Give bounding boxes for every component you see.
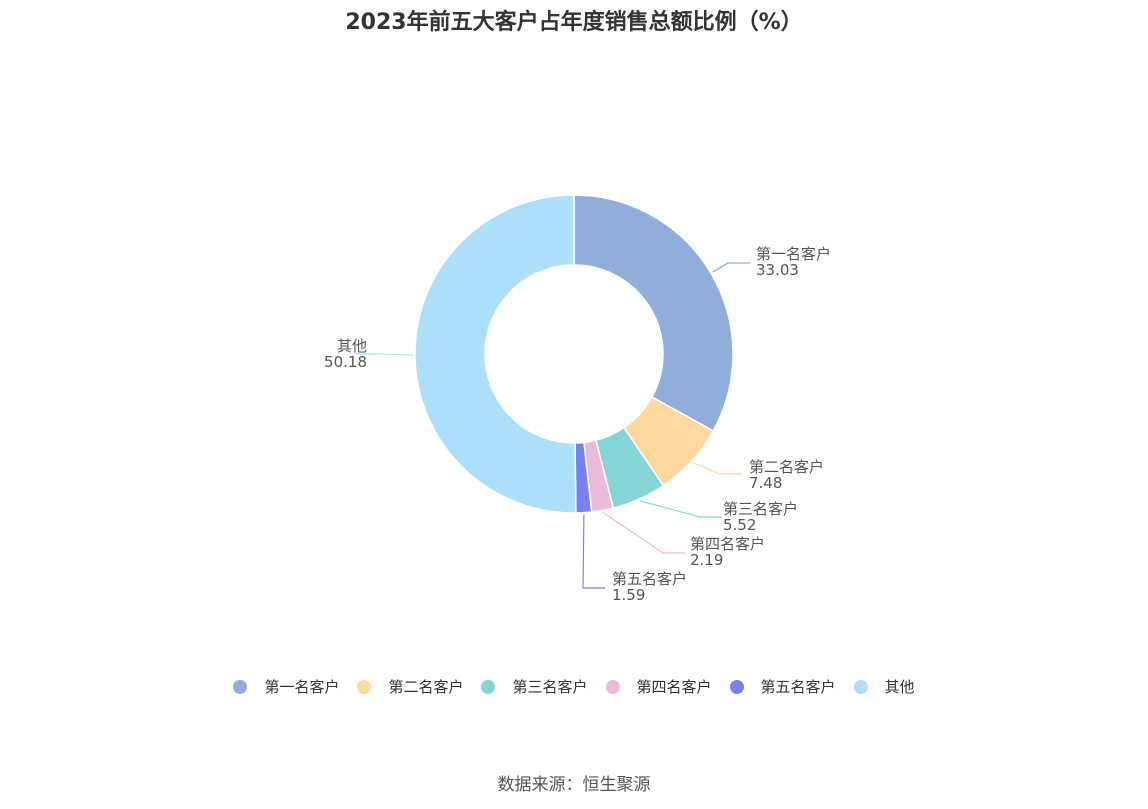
legend-label: 第五名客户 (760, 678, 836, 696)
leader-line-3 (639, 500, 722, 518)
legend-item-6[interactable]: 其他 (853, 676, 915, 697)
legend-item-5[interactable]: 第五名客户 (729, 676, 836, 697)
leader-line-4 (602, 511, 685, 554)
slice-1 (573, 194, 734, 432)
legend-item-3[interactable]: 第三名客户 (481, 676, 588, 697)
legend-item-2[interactable]: 第二名客户 (357, 676, 463, 697)
slice-label-value-2: 7.48 (749, 474, 782, 492)
slice-label-name-2: 第二名客户 (749, 458, 824, 476)
leader-line-5 (582, 514, 605, 589)
slice-label-name-6: 其他 (337, 337, 367, 355)
legend-item-4[interactable]: 第四名客户 (605, 676, 712, 697)
legend-swatch-icon (233, 679, 248, 694)
leader-line-2 (692, 461, 742, 475)
legend-item-1[interactable]: 第一名客户 (233, 676, 339, 697)
legend-label: 其他 (884, 678, 915, 696)
slice-6 (414, 194, 577, 514)
slice-label-name-5: 第五名客户 (612, 570, 687, 588)
slice-label-value-5: 1.59 (612, 586, 645, 604)
legend-label: 第二名客户 (388, 678, 464, 696)
legend-label: 第四名客户 (636, 678, 712, 696)
legend-swatch-icon (853, 679, 868, 694)
slice-label-name-1: 第一名客户 (756, 245, 831, 263)
legend-swatch-icon (481, 679, 496, 694)
legend-label: 第一名客户 (264, 678, 340, 696)
chart-title: 2023年前五大客户占年度销售总额比例（%） (345, 10, 803, 35)
legend-label: 第三名客户 (512, 678, 588, 696)
leader-line-6 (356, 353, 414, 356)
legend-swatch-icon (357, 679, 372, 694)
slice-label-value-3: 5.52 (723, 516, 756, 534)
chart-legend: 第一名客户 第二名客户 第三名客户 第四名客户 第五名客户 其他 (0, 676, 1148, 697)
leader-line-1 (712, 262, 750, 273)
slice-label-value-6: 50.18 (324, 353, 367, 371)
slice-label-name-4: 第四名客户 (690, 535, 765, 553)
slice-label-name-3: 第三名客户 (723, 500, 798, 518)
slice-label-value-1: 33.03 (756, 261, 799, 279)
legend-swatch-icon (729, 679, 744, 694)
data-source: 数据来源：恒生聚源 (497, 775, 651, 795)
legend-swatch-icon (605, 679, 620, 694)
slice-label-value-4: 2.19 (690, 551, 723, 569)
